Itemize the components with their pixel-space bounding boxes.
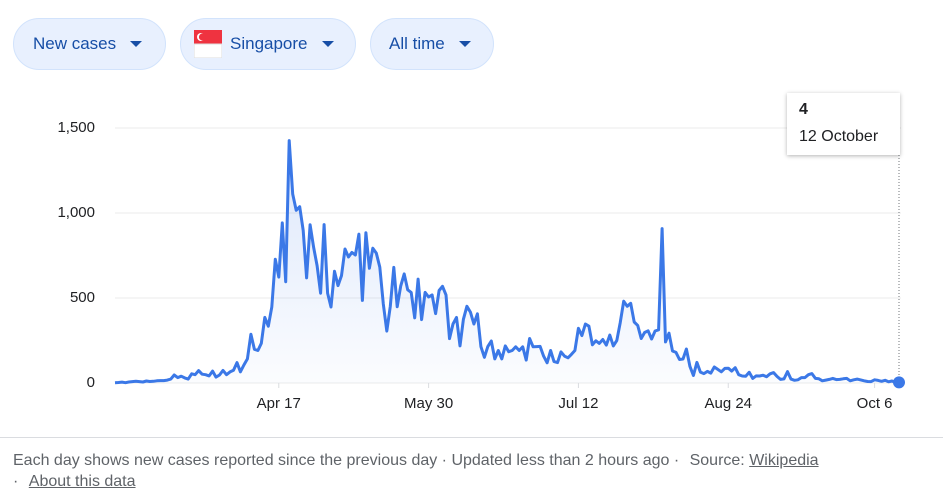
range-dropdown[interactable]: All time [370,18,494,70]
x-tick-label: Apr 17 [257,395,301,412]
x-tick-label: May 30 [404,395,453,412]
chart: 0 500 1,000 1,500 Apr 17 May 30 Jul 12 Aug 24 Oc… [57,119,905,412]
source-link[interactable]: Wikipedia [749,452,819,469]
tooltip: 4 12 October [787,93,900,155]
tooltip-date: 12 October [799,128,879,145]
footer-note: Each day shows new cases reported since … [13,452,680,469]
location-dropdown[interactable]: Singapore [180,18,356,70]
about-link[interactable]: About this data [28,473,136,490]
location-label: Singapore [230,34,308,53]
caret [458,41,471,47]
line [114,139,900,385]
x-tick-label: Oct 6 [857,395,893,412]
x-tick-label: Jul 12 [558,395,598,412]
footer: Each day shows new cases reported since … [0,437,943,492]
x-tick-label: Aug 24 [704,395,752,412]
metric-dropdown[interactable]: New cases [13,18,166,70]
caret [321,41,334,47]
hover-dot [893,376,905,389]
separator: · [13,473,19,490]
flag [194,30,222,58]
y-tick-label: 1,000 [57,204,95,221]
range-label: All time [389,34,445,53]
source-label: Source: [689,452,745,469]
metric-label: New cases [33,34,117,53]
area [115,140,899,383]
y-tick-label: 0 [87,374,95,391]
y-tick-label: 1,500 [57,119,95,136]
tooltip-value: 4 [799,101,808,118]
y-tick-label: 500 [70,289,95,306]
caret [130,41,143,47]
